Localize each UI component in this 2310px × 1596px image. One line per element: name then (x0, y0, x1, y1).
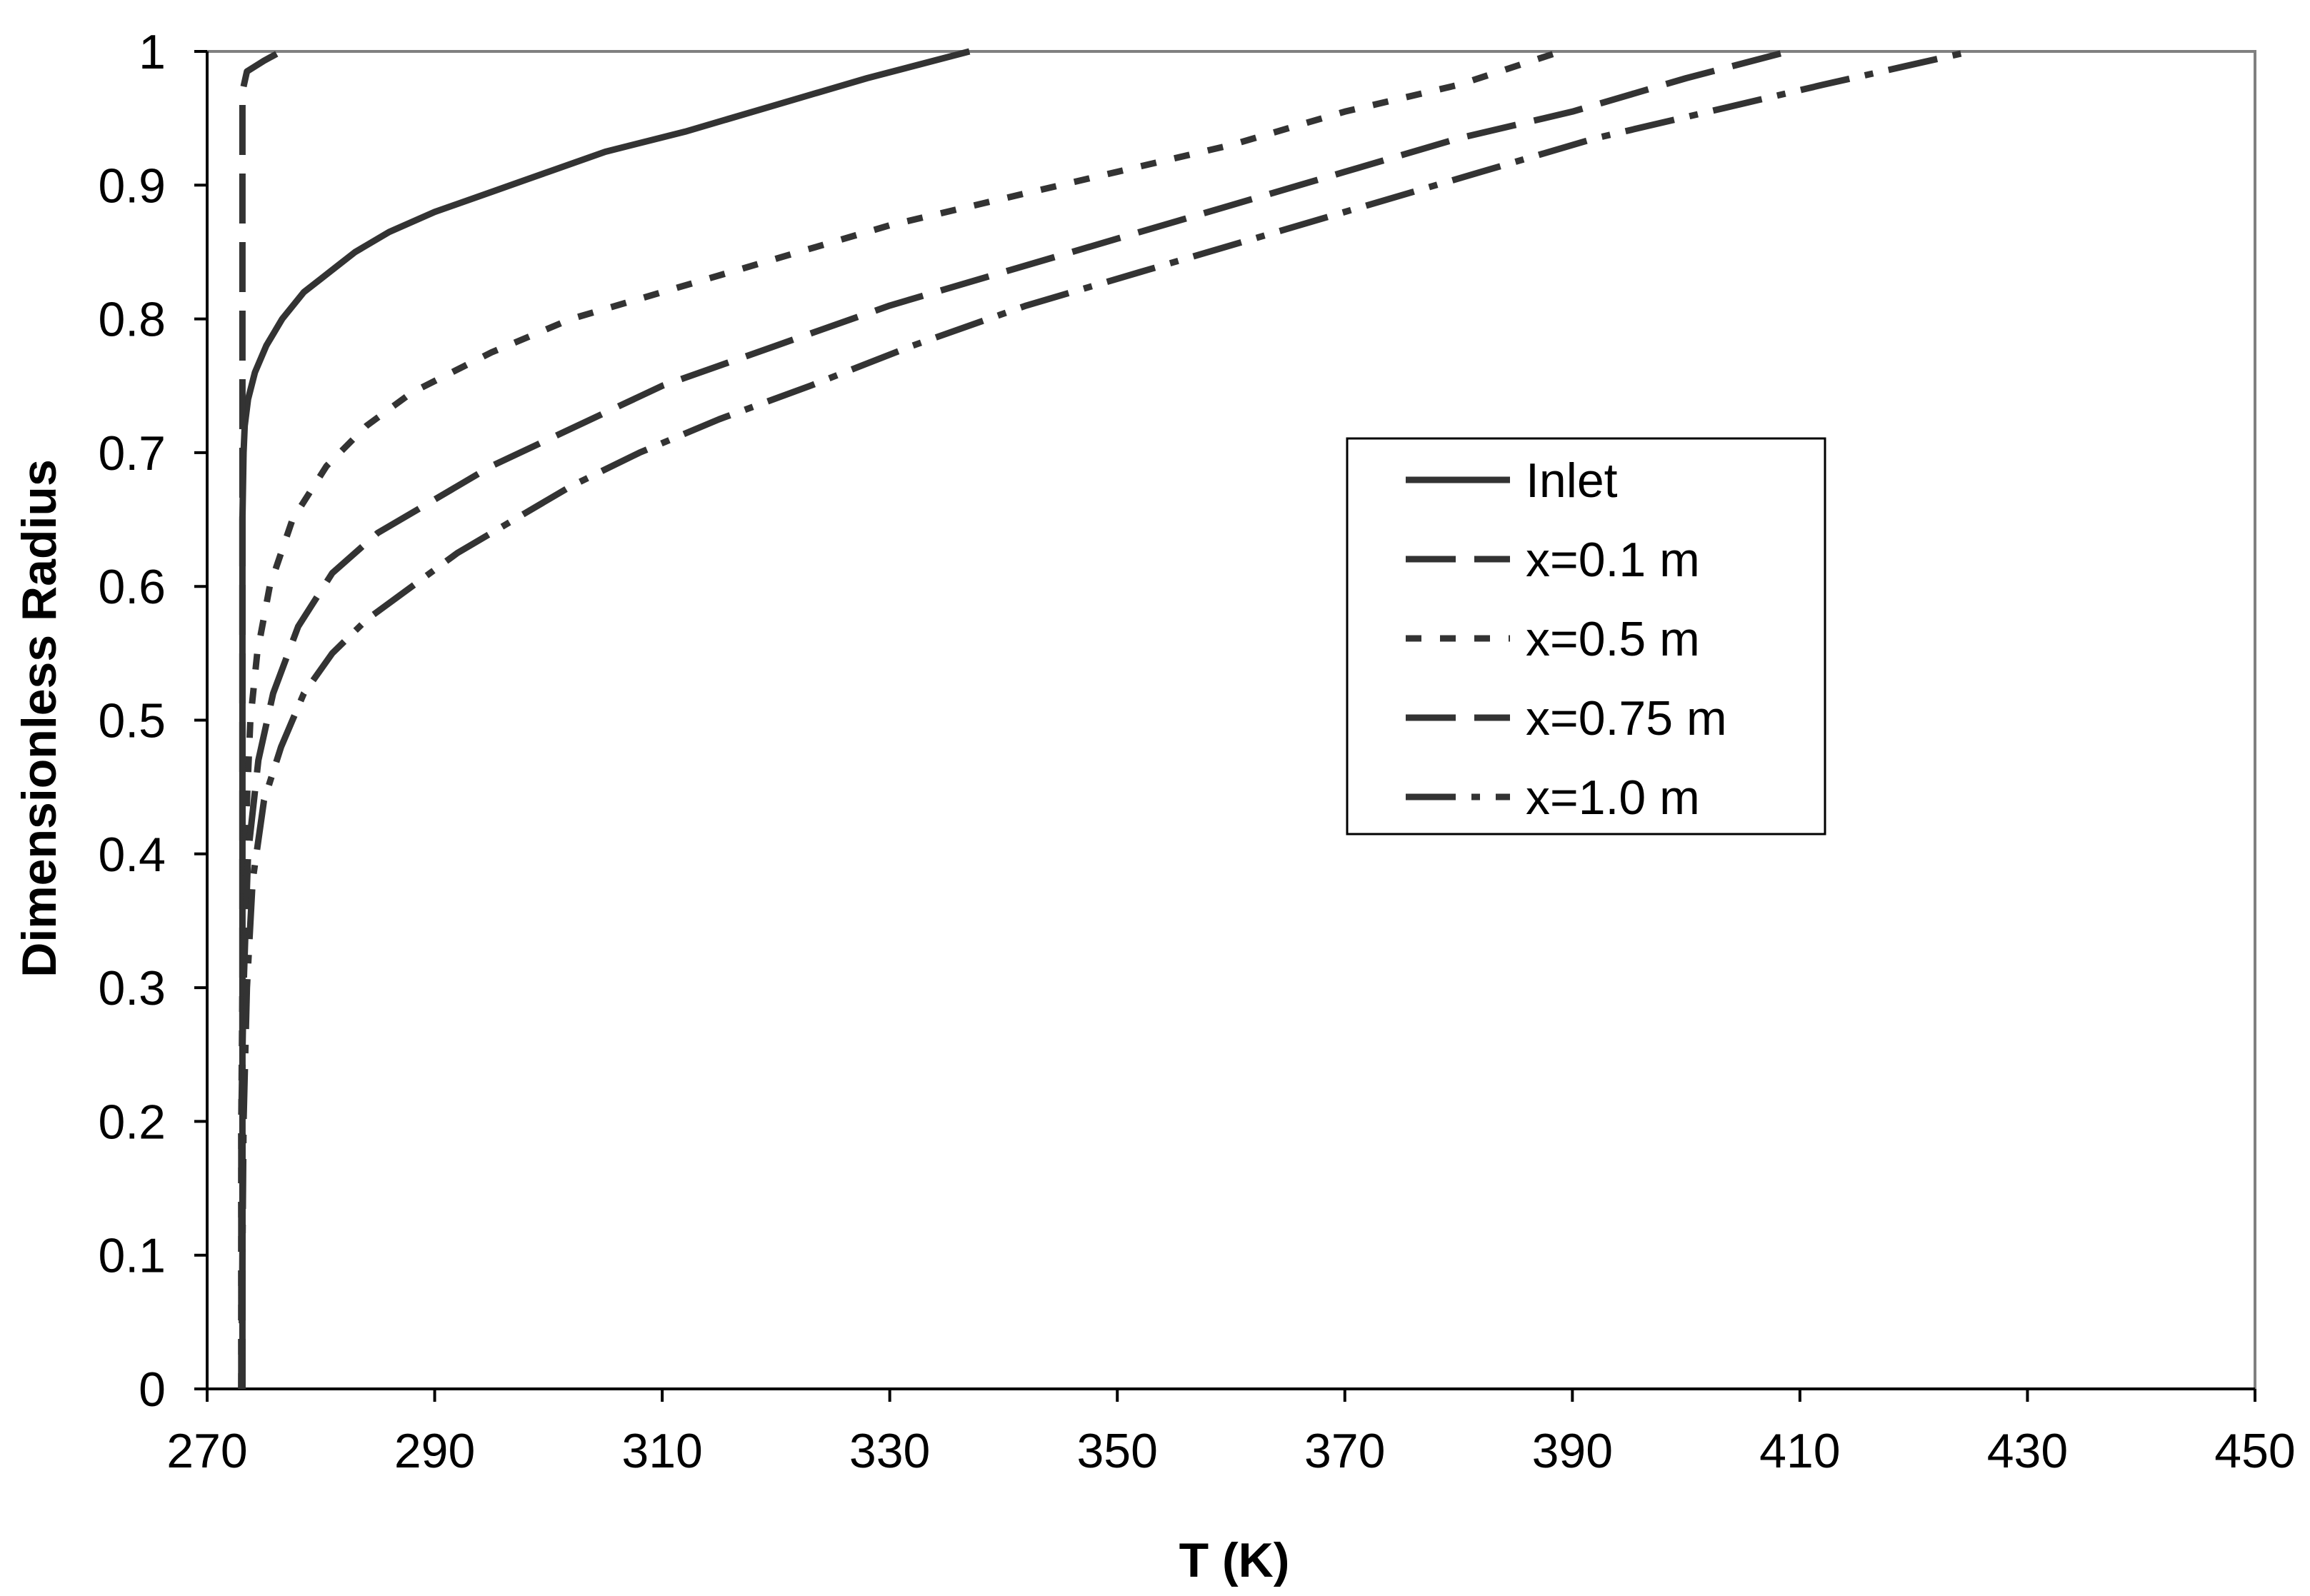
legend-label: Inlet (1526, 453, 1618, 508)
y-tick-label: 1 (139, 25, 166, 79)
y-tick-label: 0.8 (98, 293, 166, 347)
y-axis-title: Dimensionless Radius (12, 459, 66, 978)
y-tick-label: 0.4 (98, 828, 166, 882)
x-tick-label: 410 (1759, 1424, 1840, 1478)
x-tick-label: 350 (1076, 1424, 1157, 1478)
series-line-4 (238, 48, 1790, 1389)
legend-box (1346, 437, 1826, 835)
y-tick-label: 0 (139, 1362, 166, 1417)
y-tick-label: 0.7 (98, 426, 166, 481)
x-tick-label: 450 (2214, 1424, 2295, 1478)
axes: 270 290 310 330 350 370 390 410 430 450 0 0.1 0.2 0.3… (98, 25, 2295, 1478)
legend: Inlet x=0.1 m x=0.5 m x=0.75 m x=1.0 m (1346, 437, 1826, 835)
legend-label: x=0.75 m (1526, 691, 1727, 746)
y-tick-label: 0.3 (98, 961, 166, 1015)
series-line-2 (239, 49, 283, 1389)
x-tick-label: 310 (621, 1424, 702, 1478)
x-tick-label: 370 (1304, 1424, 1385, 1478)
x-tick-label: 390 (1532, 1424, 1613, 1478)
y-tick-label: 0.5 (98, 694, 166, 748)
x-axis-title: T (K) (1179, 1533, 1290, 1587)
plot-area (206, 50, 2256, 1390)
y-tick-label: 0.6 (98, 560, 166, 614)
plot-frame (206, 50, 2256, 1390)
x-tick-label: 430 (1987, 1424, 2068, 1478)
legend-label: x=1.0 m (1526, 771, 1700, 825)
x-tick-label: 290 (394, 1424, 475, 1478)
x-tick-label: 330 (849, 1424, 930, 1478)
y-tick-label: 0.1 (98, 1229, 166, 1283)
y-tick-label: 0.9 (98, 159, 166, 213)
y-tick-label: 0.2 (98, 1095, 166, 1149)
series-layer (238, 48, 1971, 1390)
legend-label: x=0.5 m (1526, 612, 1700, 666)
x-tick-label: 270 (166, 1424, 247, 1478)
series-line-5 (238, 48, 1971, 1390)
legend-label: x=0.1 m (1526, 533, 1700, 587)
